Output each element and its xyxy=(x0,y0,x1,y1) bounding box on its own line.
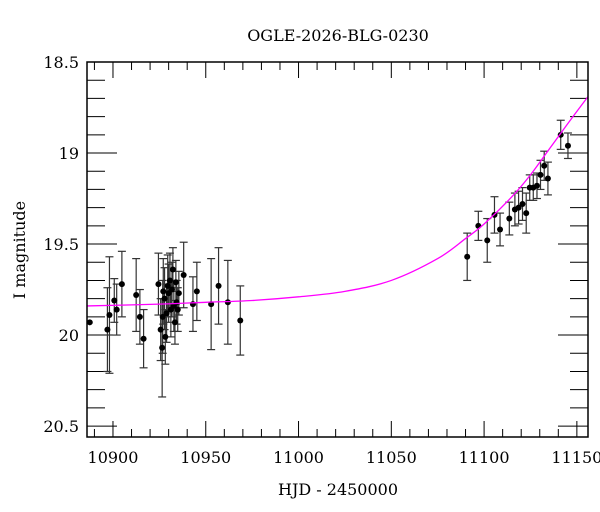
data-point xyxy=(111,297,118,304)
x-tick-label: 11050 xyxy=(366,448,417,467)
data-point xyxy=(106,312,113,319)
data-point xyxy=(169,266,176,273)
error-bars xyxy=(103,119,572,398)
data-point xyxy=(159,313,166,320)
chart-title: OGLE-2026-BLG-0230 xyxy=(247,26,429,45)
tick-labels: 10900 10950 11000 11050 11100 11150 18.5 19 19.5… xyxy=(43,53,600,467)
data-point xyxy=(164,282,171,289)
data-point xyxy=(166,277,173,284)
data-point xyxy=(564,142,571,149)
data-point xyxy=(113,306,120,313)
y-tick-label: 19.5 xyxy=(43,235,79,254)
x-tick-label: 11100 xyxy=(459,448,510,467)
data-point xyxy=(484,237,491,244)
y-tick-label: 18.5 xyxy=(43,53,79,72)
data-point xyxy=(506,215,513,222)
data-point xyxy=(160,288,167,295)
axis-ticks xyxy=(87,61,588,437)
data-point xyxy=(180,271,187,278)
data-point xyxy=(224,299,231,306)
y-tick-label: 19 xyxy=(59,144,79,163)
data-point xyxy=(162,333,169,340)
x-tick-label: 10900 xyxy=(88,448,139,467)
data-point xyxy=(523,210,530,217)
data-point xyxy=(136,313,143,320)
model-curve xyxy=(87,96,588,307)
data-point xyxy=(118,281,125,288)
data-point xyxy=(168,286,175,293)
data-point xyxy=(189,301,196,308)
data-point xyxy=(157,326,164,333)
data-point xyxy=(215,282,222,289)
data-points xyxy=(86,131,571,351)
data-point xyxy=(104,326,111,333)
data-point xyxy=(161,295,168,302)
x-axis-label: HJD - 2450000 xyxy=(278,480,398,499)
data-point xyxy=(159,344,166,351)
y-axis-label: I magnitude xyxy=(10,201,29,299)
data-point xyxy=(533,182,540,189)
data-point xyxy=(155,281,162,288)
y-tick-label: 20 xyxy=(59,326,79,345)
x-tick-label: 11000 xyxy=(273,448,324,467)
data-point xyxy=(193,288,200,295)
data-point xyxy=(173,299,180,306)
data-point xyxy=(140,335,147,342)
data-point xyxy=(519,200,526,207)
data-point xyxy=(163,310,170,317)
data-point xyxy=(86,319,93,326)
data-point xyxy=(175,290,182,297)
data-point xyxy=(174,306,181,313)
data-point xyxy=(544,175,551,182)
x-tick-label: 11150 xyxy=(551,448,600,467)
x-tick-label: 10950 xyxy=(180,448,231,467)
data-point xyxy=(541,162,548,169)
data-point xyxy=(515,204,522,211)
data-point xyxy=(497,226,504,233)
data-point xyxy=(237,317,244,324)
y-tick-label: 20.5 xyxy=(43,417,79,436)
plot-frame xyxy=(86,61,589,438)
data-point xyxy=(537,171,544,178)
model-curve-group xyxy=(87,96,588,307)
data-point xyxy=(172,279,179,286)
data-point xyxy=(464,253,471,260)
data-point xyxy=(171,319,178,326)
data-point xyxy=(133,292,140,299)
